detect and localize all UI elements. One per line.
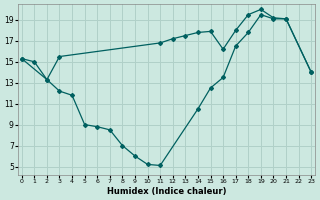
X-axis label: Humidex (Indice chaleur): Humidex (Indice chaleur) (107, 187, 226, 196)
